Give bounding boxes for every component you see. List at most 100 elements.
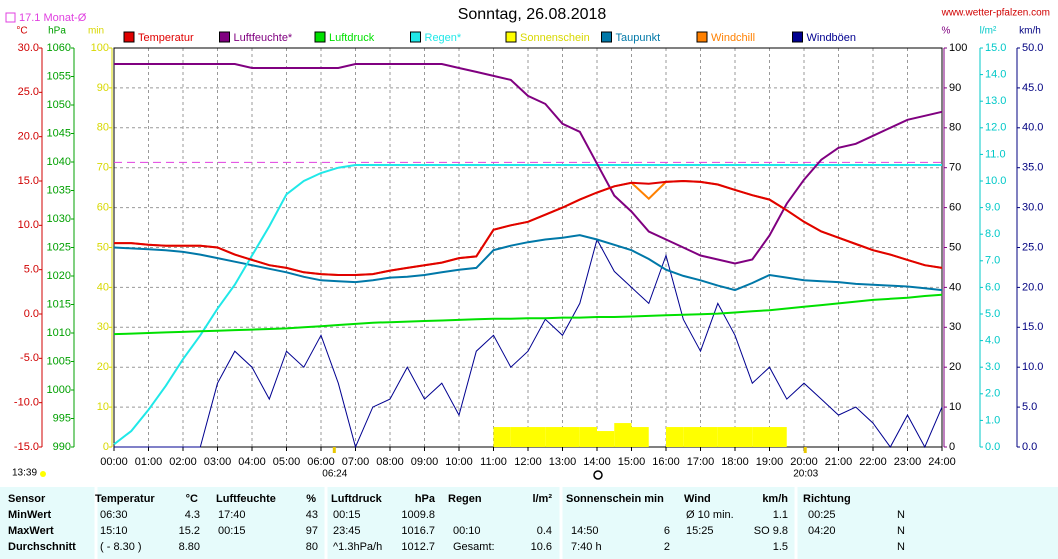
x-tick-label: 18:00: [721, 456, 749, 468]
x-tick-label: 17:00: [687, 456, 715, 468]
table-header: Temperatur: [95, 493, 155, 505]
y-tick-label: 15.0: [1022, 321, 1043, 333]
y-tick-label: 90: [949, 82, 961, 94]
y-tick-label: 5.0: [1022, 401, 1037, 413]
y-tick-label: 10.0: [1022, 361, 1043, 373]
y-tick-label: 15.0: [18, 175, 39, 187]
table-header: hPa: [415, 493, 436, 505]
legend-swatch: [505, 31, 517, 43]
axis-unit: min: [88, 26, 104, 37]
x-tick-label: 13:00: [549, 456, 577, 468]
y-tick-label: 0.0: [985, 441, 1000, 453]
axis-unit: °C: [16, 26, 27, 37]
table-cell: 17:40: [218, 509, 246, 521]
axis-unit: l/m²: [980, 26, 997, 37]
table-header: %: [306, 493, 316, 505]
y-tick-label: 40: [97, 281, 109, 293]
table-row-label: MaxWert: [8, 525, 54, 537]
legend-label: Windchill: [711, 32, 755, 44]
table-cell: ^1.3hPa/h: [333, 541, 382, 553]
sunshine-bar: [735, 427, 753, 447]
table-cell: 2: [664, 541, 670, 553]
x-tick-label: 00:00: [100, 456, 128, 468]
sunshine-bar: [752, 427, 770, 447]
table-cell: 06:30: [100, 509, 128, 521]
x-tick-label: 05:00: [273, 456, 301, 468]
y-tick-label: 100: [949, 42, 967, 54]
y-tick-label: 14.0: [985, 69, 1006, 81]
table-header: Richtung: [803, 493, 851, 505]
y-tick-label: 0: [103, 441, 109, 453]
sunshine-bar: [631, 427, 649, 447]
chart-title: Sonntag, 26.08.2018: [458, 6, 607, 23]
y-tick-label: 1005: [47, 355, 71, 367]
y-tick-label: 10.0: [18, 219, 39, 231]
table-row-label: Durchschnitt: [8, 541, 76, 553]
series-line: [113, 293, 943, 336]
table-cell: 7:40 h: [571, 541, 602, 553]
y-tick-label: -15.0: [14, 441, 39, 453]
y-tick-label: 15.0: [985, 42, 1006, 54]
sunshine-bar: [769, 427, 787, 447]
legend-swatch: [792, 31, 803, 43]
y-tick-label: 100: [91, 42, 109, 54]
y-tick-label: 50: [949, 241, 961, 253]
table-cell: 97: [306, 525, 318, 537]
y-tick-label: 70: [97, 162, 109, 174]
y-tick-label: 6.0: [985, 281, 1000, 293]
y-tick-label: 30: [97, 321, 109, 333]
table-header: l/m²: [532, 493, 552, 505]
sun-event-label: 06:24: [322, 469, 347, 480]
y-tick-label: 80: [97, 122, 109, 134]
table-cell: 43: [306, 509, 318, 521]
x-tick-label: 10:00: [445, 456, 473, 468]
y-tick-label: 1.0: [985, 414, 1000, 426]
table-header: Luftfeuchte: [216, 493, 276, 505]
y-tick-label: 1035: [47, 184, 71, 196]
table-header: km/h: [762, 493, 788, 505]
sunshine-bar: [614, 423, 632, 447]
axis-unit: hPa: [48, 26, 66, 37]
table-cell: SO 9.8: [754, 525, 788, 537]
y-tick-label: 25.0: [18, 86, 39, 98]
sunshine-bar: [717, 427, 735, 447]
y-tick-label: 40: [949, 281, 961, 293]
y-tick-label: 50: [97, 241, 109, 253]
y-tick-label: 1045: [47, 127, 71, 139]
y-tick-label: 1020: [47, 270, 71, 282]
table-cell: 4.3: [185, 509, 200, 521]
x-tick-label: 01:00: [135, 456, 163, 468]
table-cell: 23:45: [333, 525, 361, 537]
y-tick-label: 1055: [47, 70, 71, 82]
table-cell: 15:25: [686, 525, 714, 537]
table-cell: 10.6: [531, 541, 552, 553]
table-cell: 00:15: [333, 509, 361, 521]
table-cell: 8.80: [179, 541, 200, 553]
y-tick-label: 5.0: [985, 308, 1000, 320]
legend-swatch: [410, 31, 421, 43]
axis-unit: %: [942, 26, 951, 37]
sunshine-bar: [579, 427, 597, 447]
legend-label: Sonnenschein: [520, 32, 590, 44]
y-tick-label: -5.0: [20, 352, 39, 364]
y-tick-label: 11.0: [985, 148, 1006, 160]
table-cell: 1016.7: [401, 525, 435, 537]
table-header: Regen: [448, 493, 482, 505]
legend-label: Luftfeuchte*: [234, 32, 293, 44]
y-tick-label: 1015: [47, 298, 71, 310]
x-tick-label: 04:00: [238, 456, 266, 468]
x-tick-label: 19:00: [756, 456, 784, 468]
legend-swatch: [314, 31, 326, 43]
monthly-avg-label: 17.1 Monat-Ø: [19, 12, 87, 24]
y-tick-label: 60: [949, 202, 961, 214]
legend-label: Regen*: [425, 32, 462, 44]
series-line: [114, 63, 943, 265]
x-tick-label: 09:00: [411, 456, 439, 468]
x-tick-label: 02:00: [169, 456, 197, 468]
legend-label: Luftdruck: [329, 32, 375, 44]
series-line: [113, 234, 943, 292]
y-tick-label: 0.0: [1022, 441, 1037, 453]
table-cell: 1.1: [773, 509, 788, 521]
y-tick-label: 1030: [47, 213, 71, 225]
y-tick-label: 25.0: [1022, 241, 1043, 253]
